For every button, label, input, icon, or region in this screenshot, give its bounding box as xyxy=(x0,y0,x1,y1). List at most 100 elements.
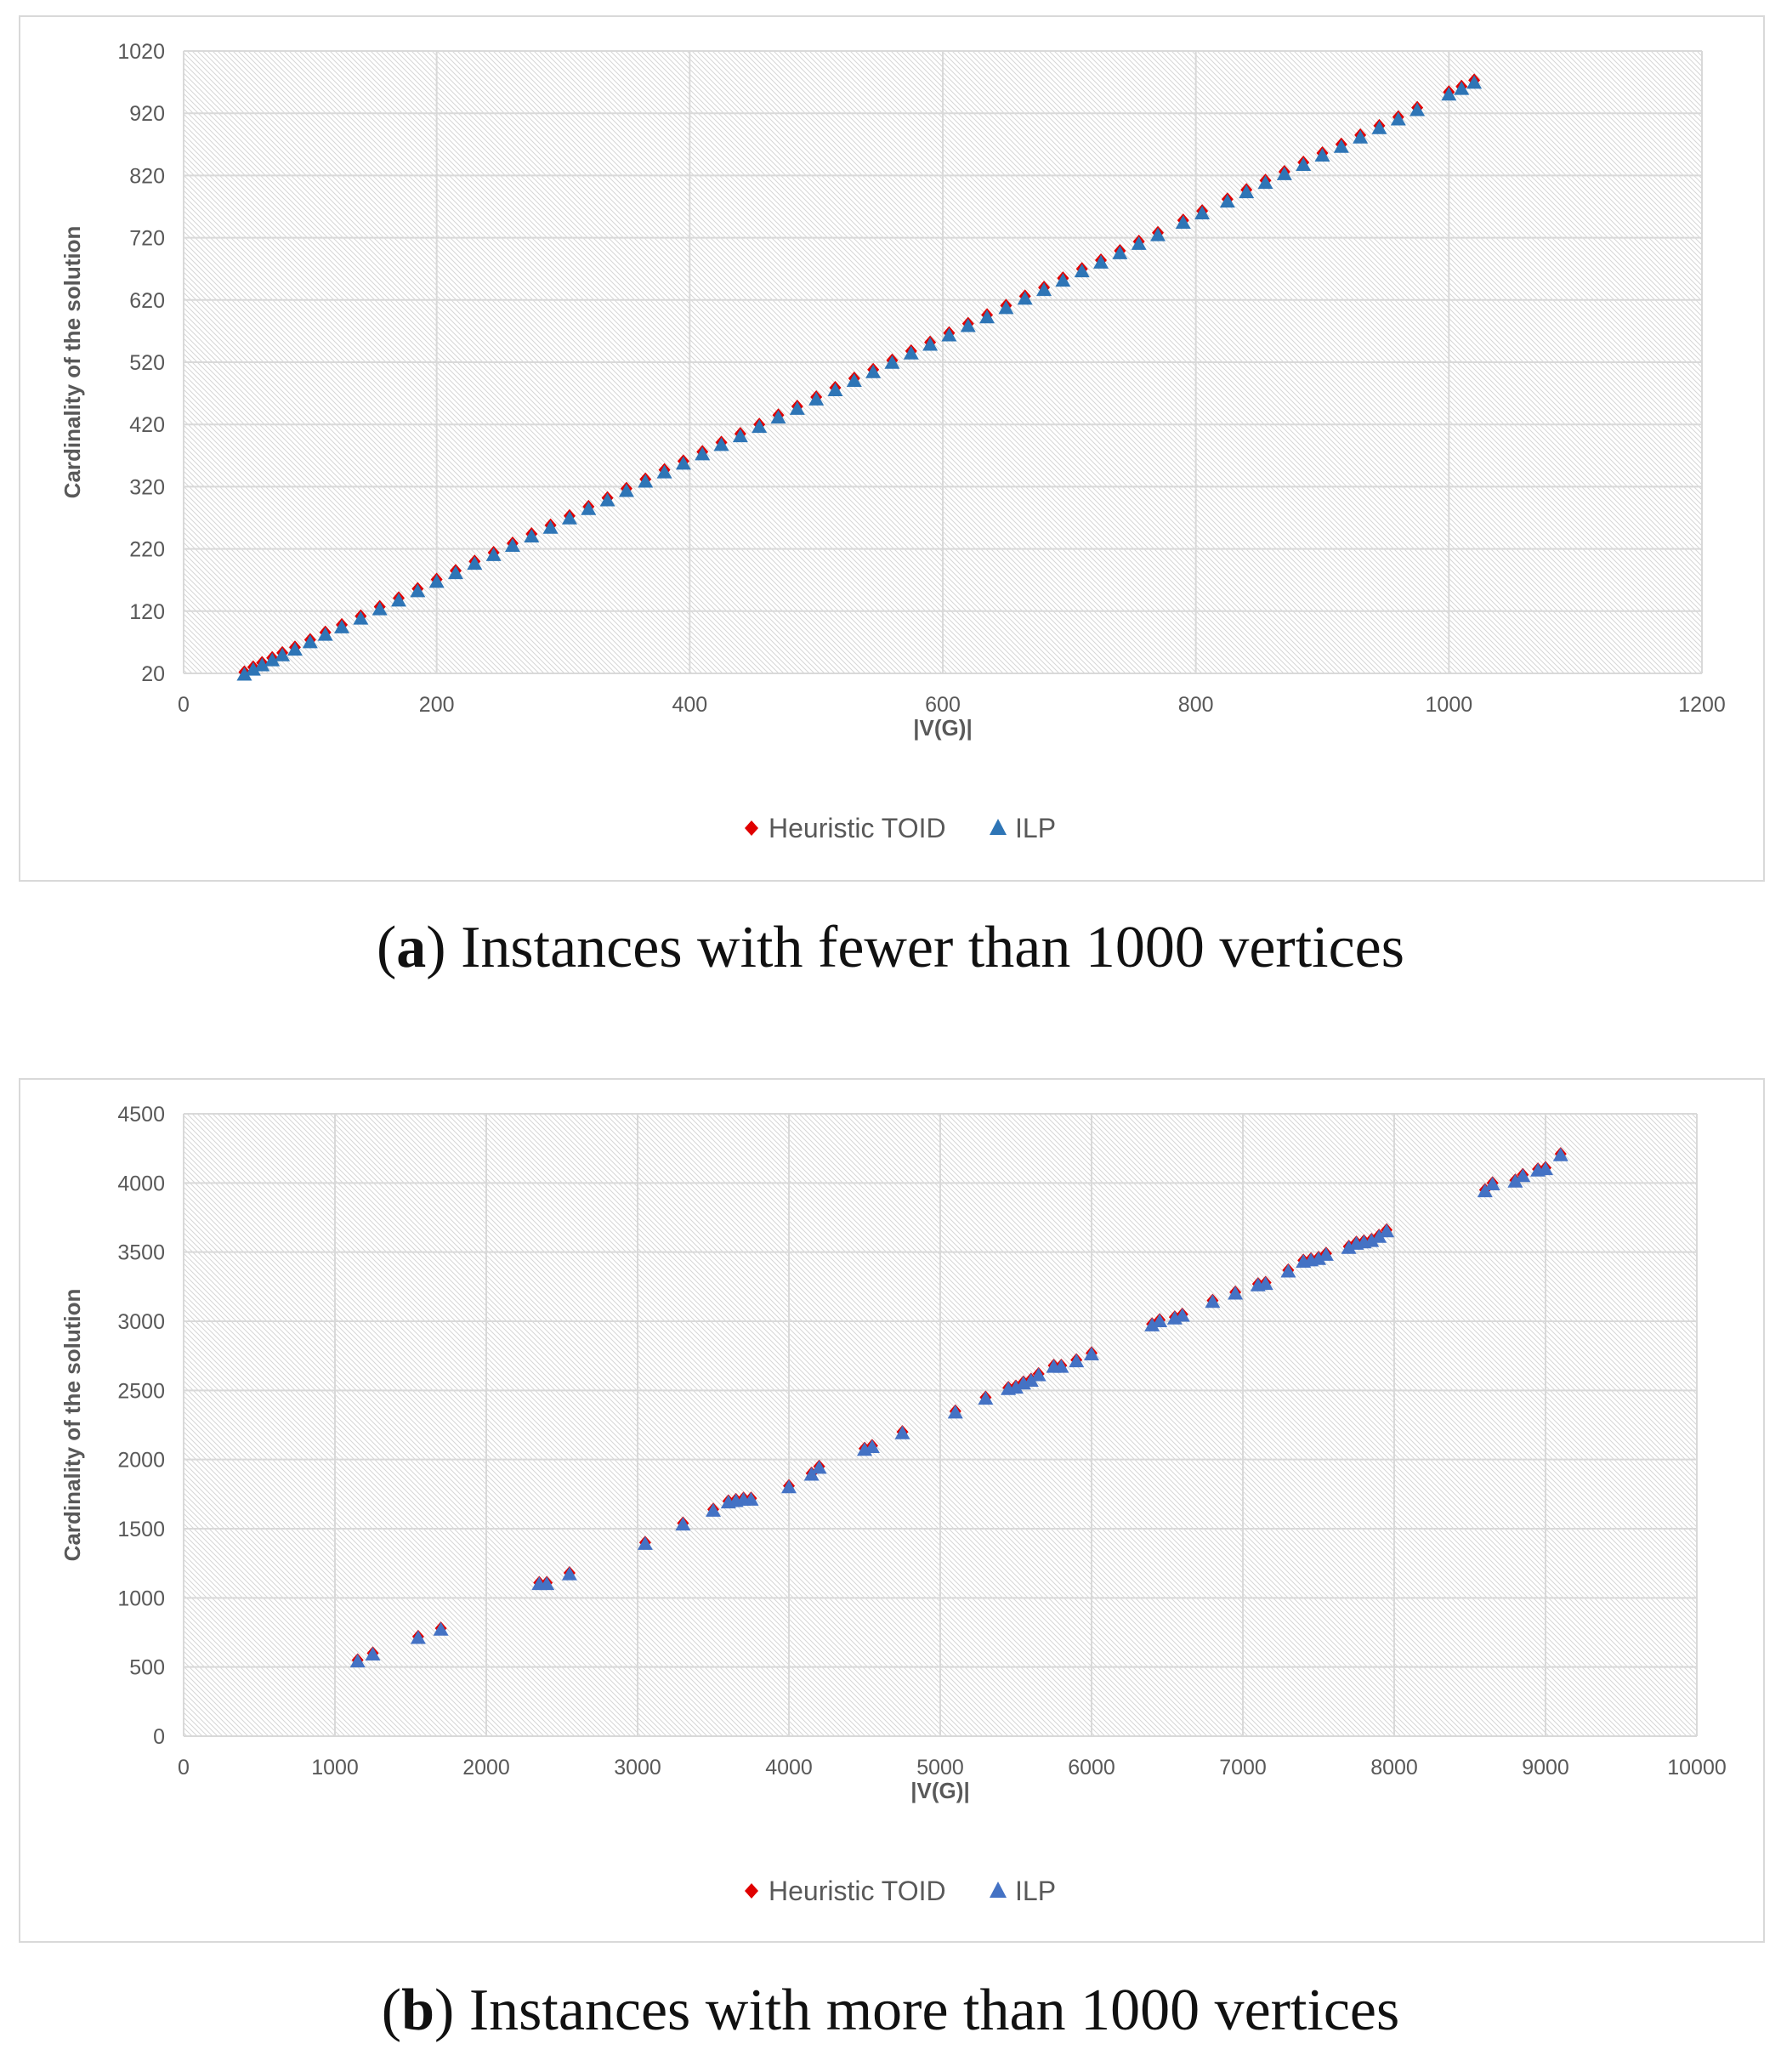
x-tick-label: 4000 xyxy=(765,1756,813,1780)
y-tick-label: 1020 xyxy=(117,40,165,64)
ilp-point xyxy=(960,318,976,332)
ilp-point xyxy=(245,661,261,676)
ilp-point xyxy=(752,419,768,434)
y-tick-label: 1500 xyxy=(117,1518,165,1541)
ilp-point xyxy=(978,1391,994,1405)
ilp-point xyxy=(1131,236,1147,250)
ilp-point xyxy=(781,1479,797,1494)
y-tick-label: 2500 xyxy=(117,1379,165,1403)
ilp-point xyxy=(695,446,711,461)
legend-heuristic-marker xyxy=(745,1883,758,1899)
ilp-point xyxy=(353,610,369,625)
ilp-point xyxy=(542,519,559,534)
ilp-point xyxy=(1017,291,1033,305)
legend-heuristic-label: Heuristic TOID xyxy=(769,813,946,843)
chart-panel-a: 0 200 400 600 800 1000 1200 20 120 220 320 420 520 62… xyxy=(19,15,1765,882)
ilp-point xyxy=(922,337,939,351)
x-tick-label: 6000 xyxy=(1068,1756,1115,1780)
x-axis-label: |V(G)| xyxy=(910,1778,969,1803)
ilp-point xyxy=(811,1460,827,1474)
y-tick-label: 920 xyxy=(129,102,165,126)
y-tick-label: 820 xyxy=(129,164,165,188)
ilp-point xyxy=(1093,254,1109,269)
ilp-point xyxy=(1112,245,1128,259)
y-tick-label: 4000 xyxy=(117,1172,165,1195)
caption-a-label: a xyxy=(396,915,427,980)
ilp-point xyxy=(1314,147,1330,162)
ilp-point xyxy=(808,391,825,406)
x-tick-label: 1000 xyxy=(1426,693,1473,717)
ilp-point xyxy=(561,1566,577,1581)
x-tick-label: 200 xyxy=(419,693,455,717)
ilp-point xyxy=(372,601,388,616)
ilp-point xyxy=(706,1502,721,1517)
ilp-point xyxy=(743,1491,759,1506)
ilp-point xyxy=(467,556,483,571)
ilp-point xyxy=(1538,1161,1553,1176)
y-tick-label: 720 xyxy=(129,227,165,251)
y-tick-label: 500 xyxy=(129,1656,165,1680)
legend-heuristic-marker xyxy=(745,820,758,836)
x-tick-label: 0 xyxy=(178,1756,190,1780)
ilp-point xyxy=(447,565,463,580)
ilp-point xyxy=(1311,1251,1326,1265)
x-tick-label: 10000 xyxy=(1667,1756,1727,1780)
legend-ilp-label: ILP xyxy=(1015,1876,1056,1906)
ilp-point xyxy=(391,593,407,607)
x-tick-label: 800 xyxy=(1178,693,1214,717)
y-tick-label: 0 xyxy=(153,1725,165,1749)
y-axis-label: Cardinality of the solution xyxy=(60,1289,85,1562)
ilp-point xyxy=(656,464,672,479)
ilp-point xyxy=(770,410,786,424)
legend-ilp-marker xyxy=(990,1882,1007,1898)
ilp-point xyxy=(884,355,900,369)
ilp-point xyxy=(1205,1294,1221,1308)
y-axis-label: Cardinality of the solution xyxy=(60,226,85,499)
ilp-point xyxy=(1318,1246,1334,1261)
y-tick-label: 620 xyxy=(129,289,165,313)
ilp-point xyxy=(236,667,252,681)
ilp-point xyxy=(827,382,843,396)
ilp-point xyxy=(365,1647,381,1661)
y-tick-label: 20 xyxy=(141,662,165,686)
x-tick-label: 1000 xyxy=(311,1756,359,1780)
ilp-point xyxy=(561,510,577,525)
x-tick-label: 5000 xyxy=(916,1756,964,1780)
y-tick-label: 3000 xyxy=(117,1310,165,1334)
ilp-point xyxy=(1084,1347,1099,1361)
x-tick-label: 7000 xyxy=(1219,1756,1267,1780)
ilp-point xyxy=(1409,102,1426,116)
ilp-point xyxy=(1152,1314,1168,1327)
ilp-point xyxy=(1069,1354,1085,1368)
ilp-point xyxy=(524,528,540,542)
x-tick-label: 0 xyxy=(178,693,190,717)
ilp-point xyxy=(675,1517,691,1531)
caption-b: (b) Instances with more than 1000 vertic… xyxy=(381,1978,1400,2043)
ilp-point xyxy=(264,652,281,667)
ilp-point xyxy=(1144,1317,1160,1331)
chart-panel-b: 0 1000 2000 3000 4000 5000 6000 7000 8000 9000 100… xyxy=(19,1078,1765,1943)
ilp-point xyxy=(1296,156,1312,171)
ilp-point xyxy=(865,364,882,378)
ilp-point xyxy=(941,327,957,342)
ilp-point xyxy=(637,1536,653,1550)
ilp-point xyxy=(998,300,1014,315)
ilp-point xyxy=(1466,75,1483,89)
ilp-point xyxy=(504,537,520,552)
y-tick-label: 520 xyxy=(129,351,165,375)
ilp-point xyxy=(1239,184,1255,199)
ilp-point xyxy=(1333,139,1349,153)
ilp-point xyxy=(1257,1276,1273,1291)
ilp-point xyxy=(275,647,291,661)
legend-ilp-label: ILP xyxy=(1015,813,1056,843)
ilp-point xyxy=(947,1405,963,1419)
ilp-point xyxy=(1484,1176,1500,1190)
x-tick-label: 3000 xyxy=(614,1756,661,1780)
ilp-point xyxy=(1008,1380,1024,1394)
ilp-point xyxy=(1219,194,1235,208)
ilp-point xyxy=(334,619,350,633)
ilp-point xyxy=(1150,227,1166,241)
ilp-point xyxy=(1477,1184,1493,1198)
ilp-point xyxy=(1276,166,1292,180)
y-tick-label: 2000 xyxy=(117,1449,165,1473)
